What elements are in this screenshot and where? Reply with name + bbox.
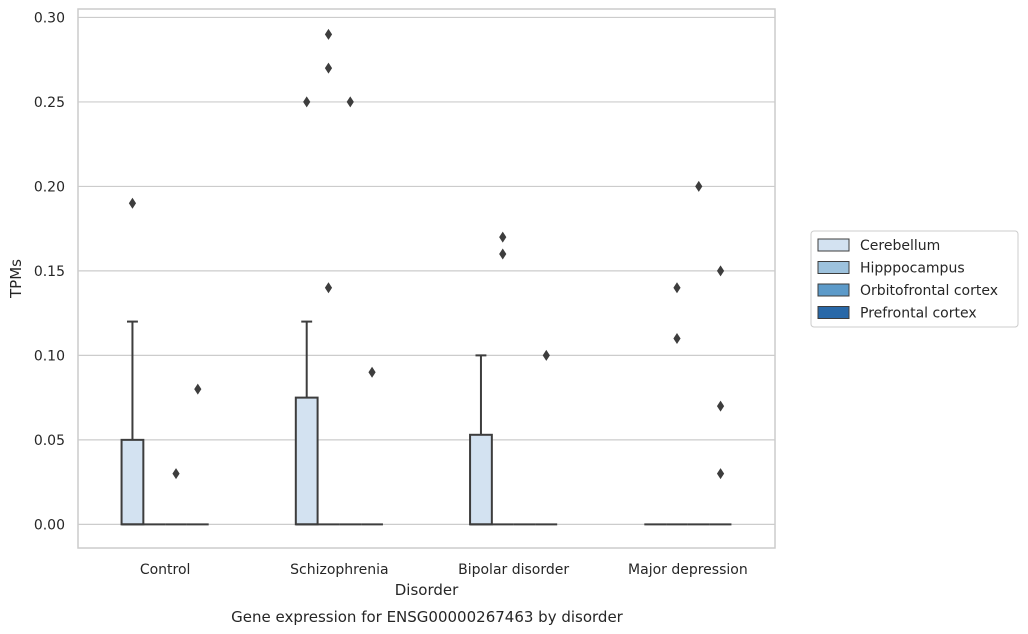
box-plot — [666, 282, 688, 526]
box-plot — [469, 354, 493, 526]
y-tick-label: 0.25 — [34, 95, 65, 111]
box-plot — [165, 468, 187, 526]
legend-label: Cerebellum — [860, 238, 940, 254]
box-plots — [120, 28, 732, 526]
outlier-point — [499, 231, 507, 243]
box-plot — [120, 197, 145, 526]
outlier-point — [128, 197, 137, 209]
outlier-point — [324, 62, 333, 74]
outlier-point — [194, 383, 202, 395]
x-axis-label: Disorder — [395, 581, 459, 599]
box-plot — [294, 96, 319, 526]
outlier-point — [346, 96, 354, 108]
x-tick-label: Major depression — [628, 562, 748, 578]
legend-swatch — [817, 238, 850, 252]
legend-label: Hipppocampus — [860, 261, 965, 277]
box-plot — [535, 349, 558, 526]
y-tick-label: 0.15 — [34, 264, 65, 280]
y-tick-label: 0.10 — [34, 348, 65, 364]
x-tick-label: Schizophrenia — [290, 562, 388, 578]
y-tick-label: 0.30 — [34, 10, 65, 26]
box-plot — [317, 28, 340, 526]
legend: Cerebellum Hipppocampus Orbitofrontal cort… — [810, 230, 1019, 328]
outlier-point — [324, 282, 333, 294]
box-plot — [687, 180, 710, 526]
box-plot — [339, 96, 362, 526]
outlier-point — [172, 468, 180, 480]
x-axis-ticks: Control Schizophrenia Bipolar disorder Majo… — [140, 562, 748, 578]
y-tick-label: 0.00 — [34, 517, 65, 533]
y-tick-label: 0.05 — [34, 433, 65, 449]
legend-swatch — [817, 306, 850, 319]
box-plot — [361, 366, 383, 526]
outlier-point — [303, 96, 311, 108]
box-plot — [491, 231, 514, 526]
legend-label: Orbitofrontal cortex — [860, 283, 998, 299]
box — [294, 396, 319, 526]
plot-frame — [77, 8, 776, 549]
outlier-point — [716, 265, 725, 277]
legend-swatch — [817, 283, 850, 297]
outlier-point — [716, 468, 725, 480]
outlier-point — [716, 400, 725, 412]
x-tick-label: Bipolar disorder — [458, 562, 569, 578]
y-axis-ticks: 0.00 0.05 0.10 0.15 0.20 0.25 0.30 — [34, 10, 65, 533]
outlier-point — [324, 28, 333, 40]
box-plot — [709, 265, 732, 526]
chart-caption: Gene expression for ENSG00000267463 by d… — [231, 608, 624, 626]
outlier-point — [695, 180, 703, 192]
legend-label: Prefrontal cortex — [860, 306, 977, 322]
outlier-point — [673, 282, 681, 294]
box-plot — [186, 383, 209, 526]
box — [120, 438, 145, 526]
y-tick-label: 0.20 — [34, 179, 65, 195]
y-axis-label: TPMs — [7, 259, 25, 299]
x-tick-label: Control — [140, 562, 191, 578]
outlier-point — [673, 332, 681, 344]
legend-frame — [810, 230, 1019, 328]
outlier-point — [499, 248, 507, 260]
outlier-point — [542, 349, 550, 361]
outlier-point — [368, 366, 376, 378]
legend-swatch — [817, 261, 850, 274]
box — [469, 433, 493, 526]
